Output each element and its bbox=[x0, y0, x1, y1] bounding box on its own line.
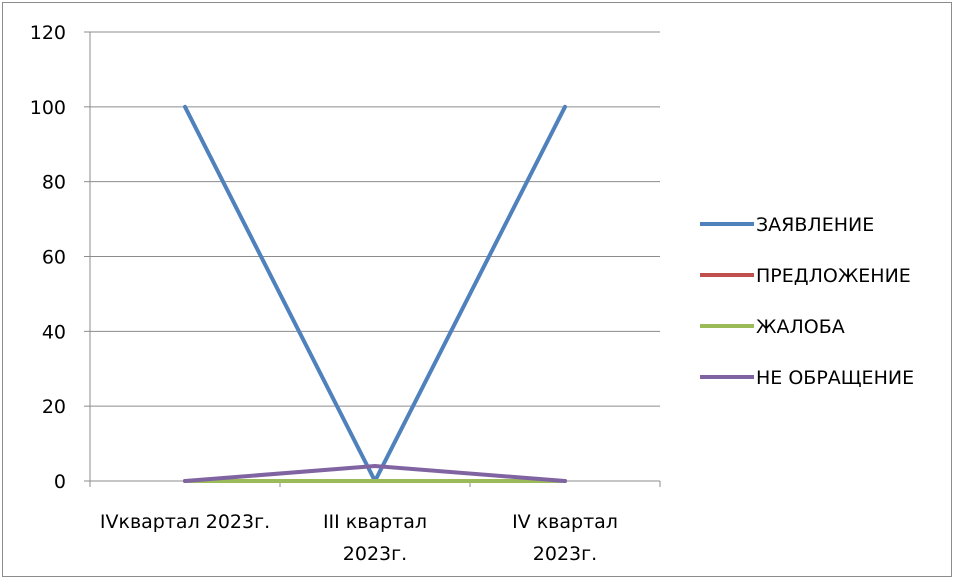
gridlines bbox=[90, 31, 660, 407]
y-tick-label: 20 bbox=[42, 396, 66, 418]
y-tick-label: 120 bbox=[30, 22, 66, 44]
x-tick-label: III квартал bbox=[323, 511, 427, 533]
x-tick-label: IV квартал bbox=[512, 511, 618, 533]
x-tick-label: IVквартал 2023г. bbox=[100, 511, 270, 533]
y-tick-label: 80 bbox=[42, 172, 66, 194]
legend-label: ПРЕДЛОЖЕНИЕ bbox=[756, 265, 911, 287]
y-tick-label: 60 bbox=[42, 247, 66, 269]
y-tick-label: 40 bbox=[42, 321, 66, 343]
y-tick-label: 0 bbox=[54, 471, 66, 493]
legend-label: ЖАЛОБА bbox=[756, 316, 845, 338]
y-tick-label: 100 bbox=[30, 97, 66, 119]
legend-label: ЗАЯВЛЕНИЕ bbox=[756, 214, 874, 236]
series-line-1 bbox=[183, 104, 567, 483]
axes: 0 20 40 60 80 100 120 IVквартал 2023г. III кварт… bbox=[30, 22, 661, 565]
x-tick-label: 2023г. bbox=[343, 543, 407, 565]
legend: ЗАЯВЛЕНИЕ ПРЕДЛОЖЕНИЕ ЖАЛОБА НЕ ОБРАЩЕНИЕ bbox=[700, 214, 914, 389]
legend-label: НЕ ОБРАЩЕНИЕ bbox=[756, 367, 914, 389]
data-series bbox=[183, 104, 567, 483]
x-tick-label: 2023г. bbox=[533, 543, 597, 565]
